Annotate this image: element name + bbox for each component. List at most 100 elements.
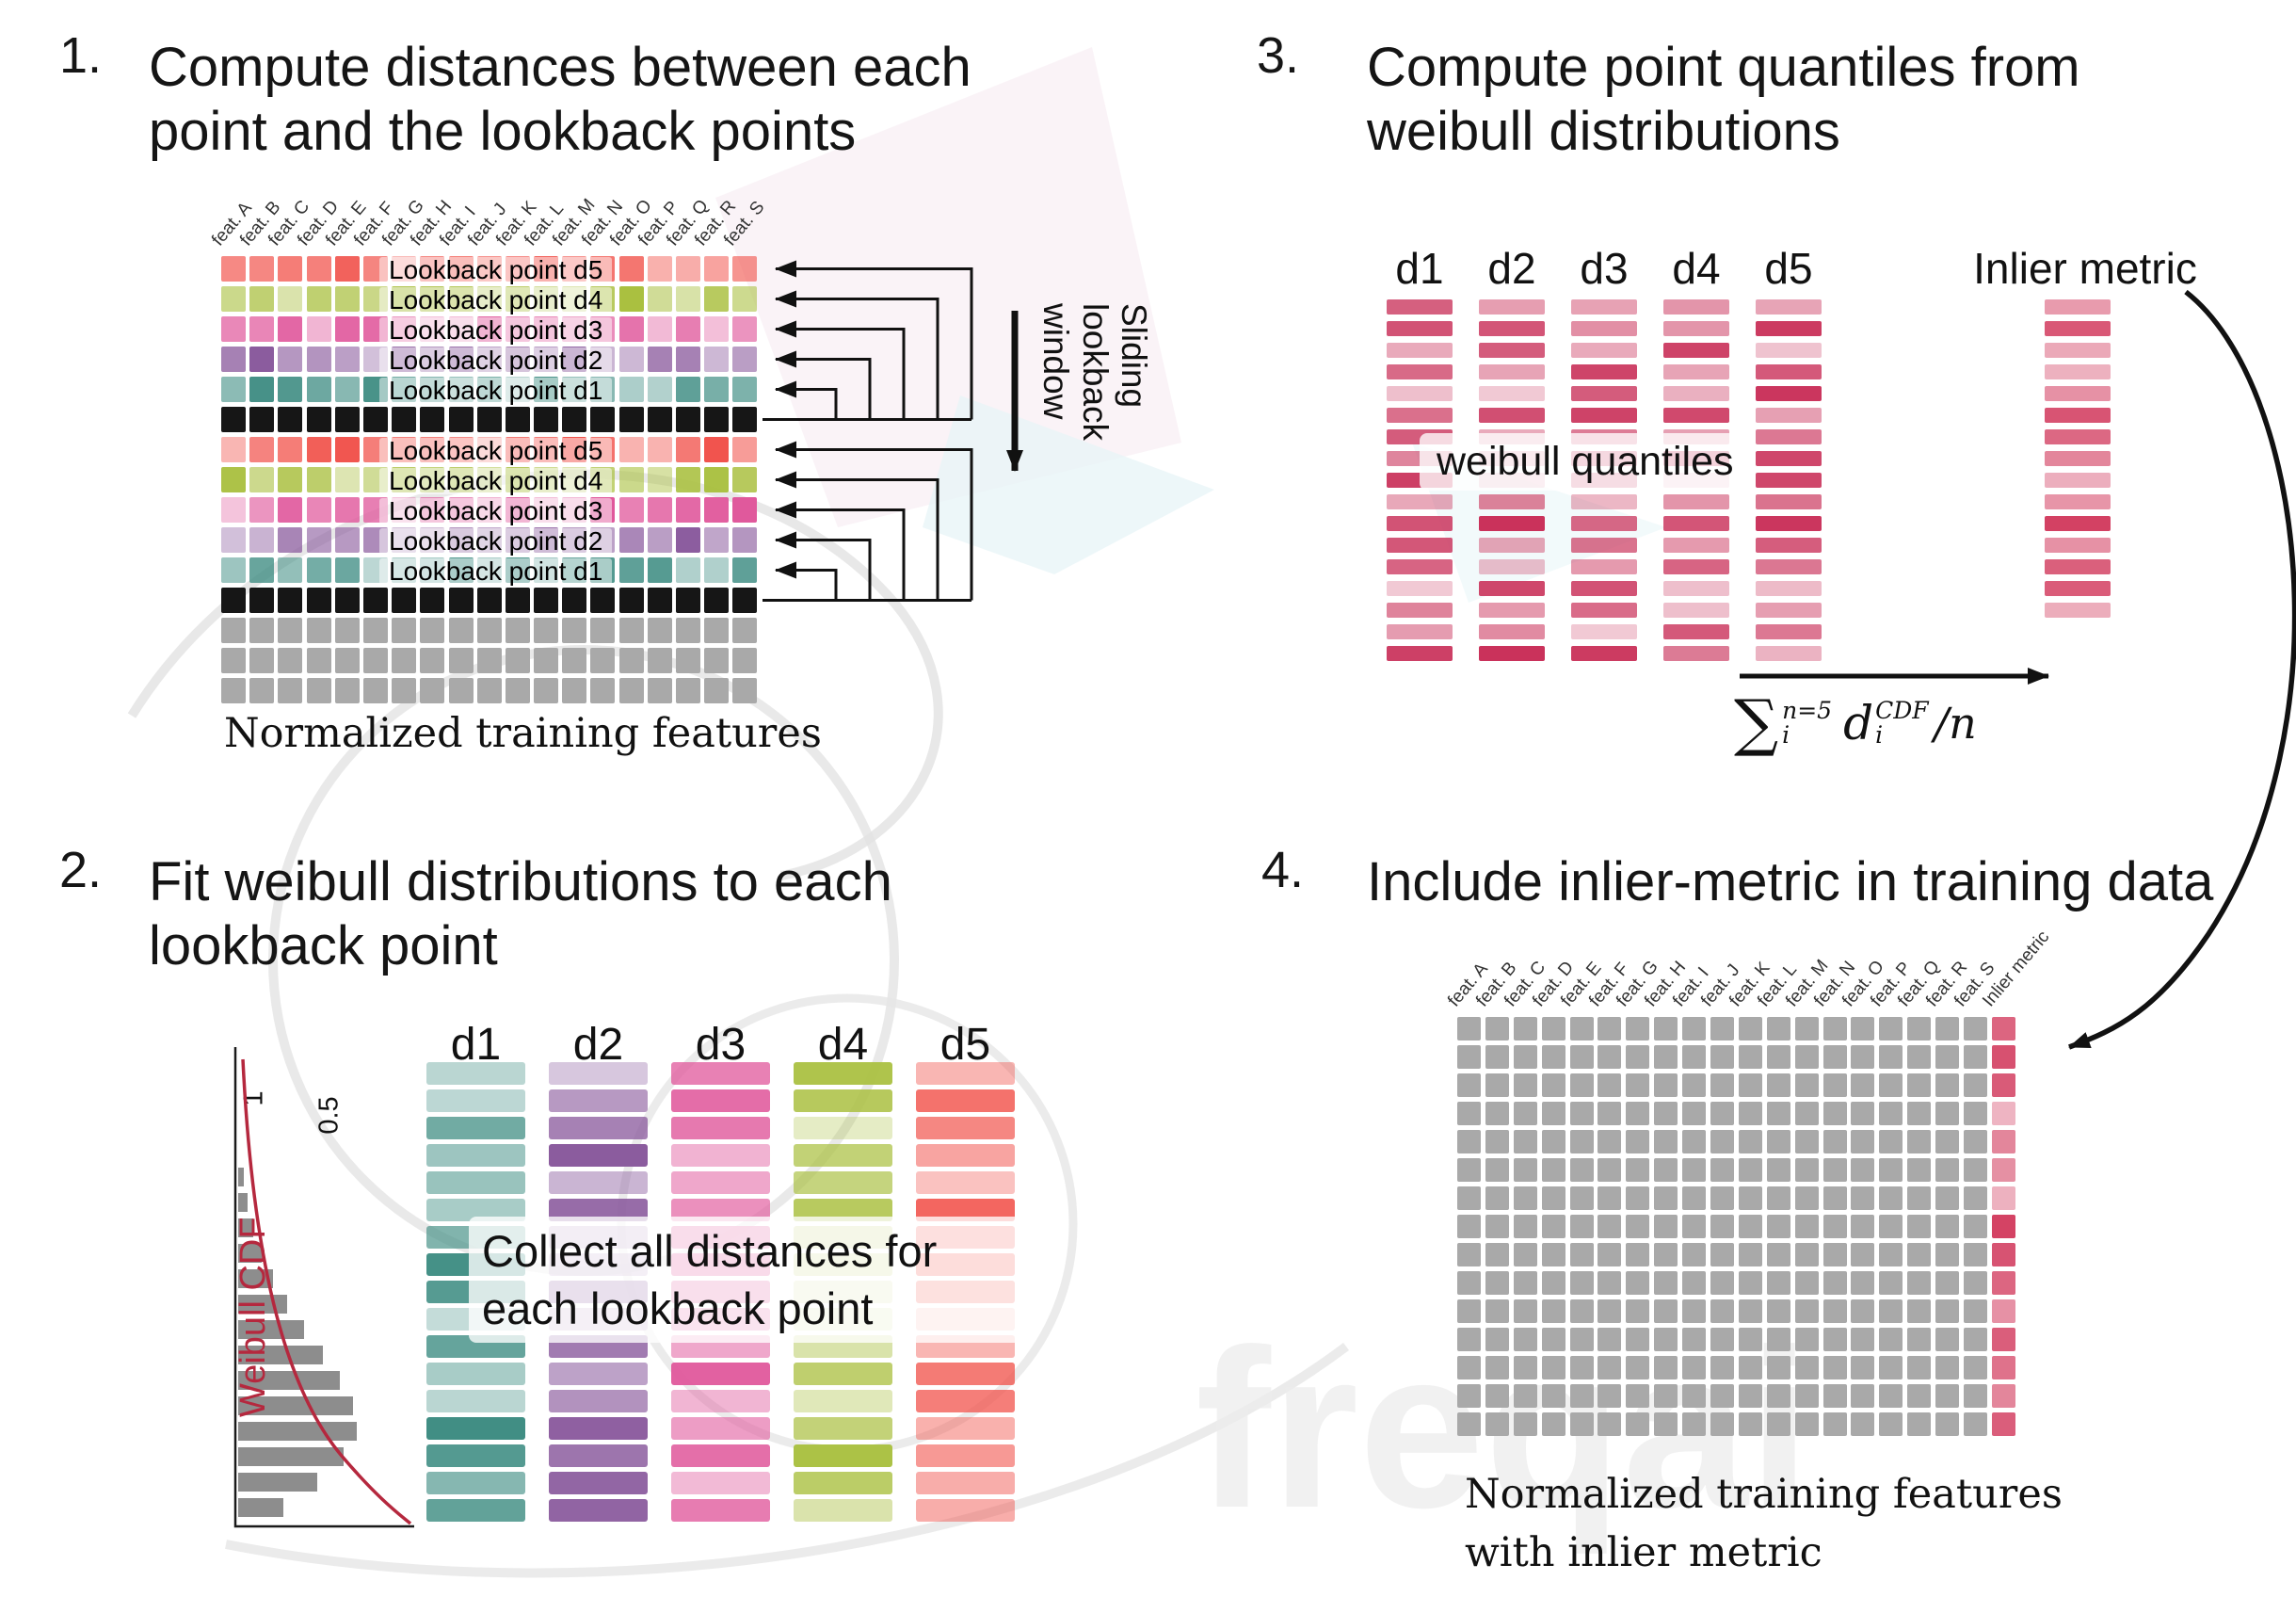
feature-cell (1654, 1158, 1678, 1182)
feature-cell (1682, 1356, 1707, 1379)
feature-cell (1682, 1215, 1707, 1238)
distance-cell-d1 (278, 557, 303, 583)
quantile-column-d1 (1387, 299, 1453, 661)
quantile-bar (1479, 538, 1545, 553)
feature-cell (278, 618, 303, 643)
feature-cell (334, 678, 360, 703)
feature-cell (1682, 1384, 1707, 1408)
current-point-cell (362, 407, 388, 432)
current-point-cell (534, 407, 559, 432)
feature-cell (1822, 1384, 1847, 1408)
feature-cell (1569, 1102, 1594, 1125)
formula-tail: /n (1934, 698, 1977, 749)
step3-number: 3. (1257, 27, 1300, 84)
distance-bar (916, 1444, 1015, 1467)
inlier-metric-bar (2045, 494, 2111, 509)
distance-cell-d5 (732, 437, 758, 462)
feature-cell (1935, 1186, 1960, 1210)
feature-cell (1485, 1215, 1509, 1238)
feature-cell (1822, 1412, 1847, 1436)
lookback-row-label: Lookback point d5 (379, 438, 613, 464)
quantile-bar (1387, 408, 1453, 423)
lookback-row-label: Lookback point d5 (379, 257, 613, 283)
variable-superscript: CDF (1875, 696, 1929, 724)
distance-cell-d4 (334, 286, 360, 312)
feature-cell (1766, 1412, 1790, 1436)
quantile-bar (1387, 386, 1453, 401)
distance-bar (794, 1171, 892, 1194)
feature-cell (1654, 1073, 1678, 1097)
step4-caption: Normalized training features with inlier… (1465, 1471, 2063, 1577)
feature-cell (1794, 1412, 1819, 1436)
quantile-bar (1571, 408, 1637, 423)
distance-cell-d5 (618, 256, 644, 282)
feature-cell (505, 618, 530, 643)
feature-cell (1541, 1271, 1565, 1295)
distance-cell-d3 (334, 497, 360, 523)
feature-cell (1513, 1412, 1537, 1436)
feature-cell (1710, 1130, 1735, 1153)
distance-cell-d5 (704, 437, 730, 462)
feature-cell (1879, 1158, 1903, 1182)
quantile-bar (1479, 321, 1545, 336)
quantile-bar (1756, 451, 1822, 466)
distance-cell-d5 (676, 437, 700, 462)
distance-cell-d2 (249, 527, 275, 553)
quantile-bar (1756, 429, 1822, 444)
feature-cell (1964, 1045, 1988, 1069)
distance-cell-d1 (618, 557, 644, 583)
distance-bar (794, 1472, 892, 1494)
current-point-cell (448, 407, 474, 432)
feature-cell (1626, 1384, 1650, 1408)
distance-bar (671, 1390, 770, 1412)
quantile-bar (1756, 646, 1822, 661)
quantile-bar (1663, 386, 1729, 401)
feature-cell (1794, 1384, 1819, 1408)
feature-cell (1654, 1130, 1678, 1153)
feature-cell (1569, 1271, 1594, 1295)
feature-cell (1822, 1271, 1847, 1295)
feature-cell (392, 648, 417, 673)
distance-cell-d2 (249, 347, 275, 372)
quantile-bar (1387, 646, 1453, 661)
feature-cell (1964, 1186, 1988, 1210)
histogram-bar (238, 1422, 357, 1441)
distance-cell-d2 (221, 347, 246, 372)
distance-bar (794, 1089, 892, 1112)
feature-cell (1794, 1299, 1819, 1323)
feature-cell (1569, 1215, 1594, 1238)
feature-cell (618, 678, 644, 703)
feature-cell (1851, 1102, 1875, 1125)
feature-cell (1879, 1412, 1903, 1436)
distance-bar (794, 1144, 892, 1167)
feature-cell (1569, 1186, 1594, 1210)
current-point-cell (676, 588, 700, 613)
feature-cell (476, 648, 502, 673)
feature-cell (1569, 1299, 1594, 1323)
quantile-bar (1663, 581, 1729, 596)
feature-cell (590, 678, 616, 703)
feature-cell (1569, 1243, 1594, 1266)
feature-cell (1738, 1299, 1762, 1323)
feature-cell (1485, 1186, 1509, 1210)
feature-cell (1766, 1215, 1790, 1238)
feature-cell (1879, 1356, 1903, 1379)
distance-cell-d1 (676, 557, 700, 583)
feature-cell (1513, 1356, 1537, 1379)
inlier-metric-cell (1991, 1017, 2015, 1040)
quantile-bar (1756, 494, 1822, 509)
quantile-bar (1756, 581, 1822, 596)
distance-cell-d4 (704, 467, 730, 492)
feature-cell (1569, 1384, 1594, 1408)
feature-cell (334, 618, 360, 643)
distance-cell-d2 (306, 527, 331, 553)
current-point-cell (392, 407, 417, 432)
distance-cell-d2 (676, 347, 700, 372)
step3-title: Compute point quantiles from weibull dis… (1367, 37, 2080, 163)
feature-cell (1710, 1102, 1735, 1125)
distance-bar (549, 1089, 648, 1112)
distance-bar (426, 1363, 525, 1385)
quantile-bar (1571, 386, 1637, 401)
step1-number: 1. (59, 27, 103, 84)
distance-cell-d3 (676, 316, 700, 342)
